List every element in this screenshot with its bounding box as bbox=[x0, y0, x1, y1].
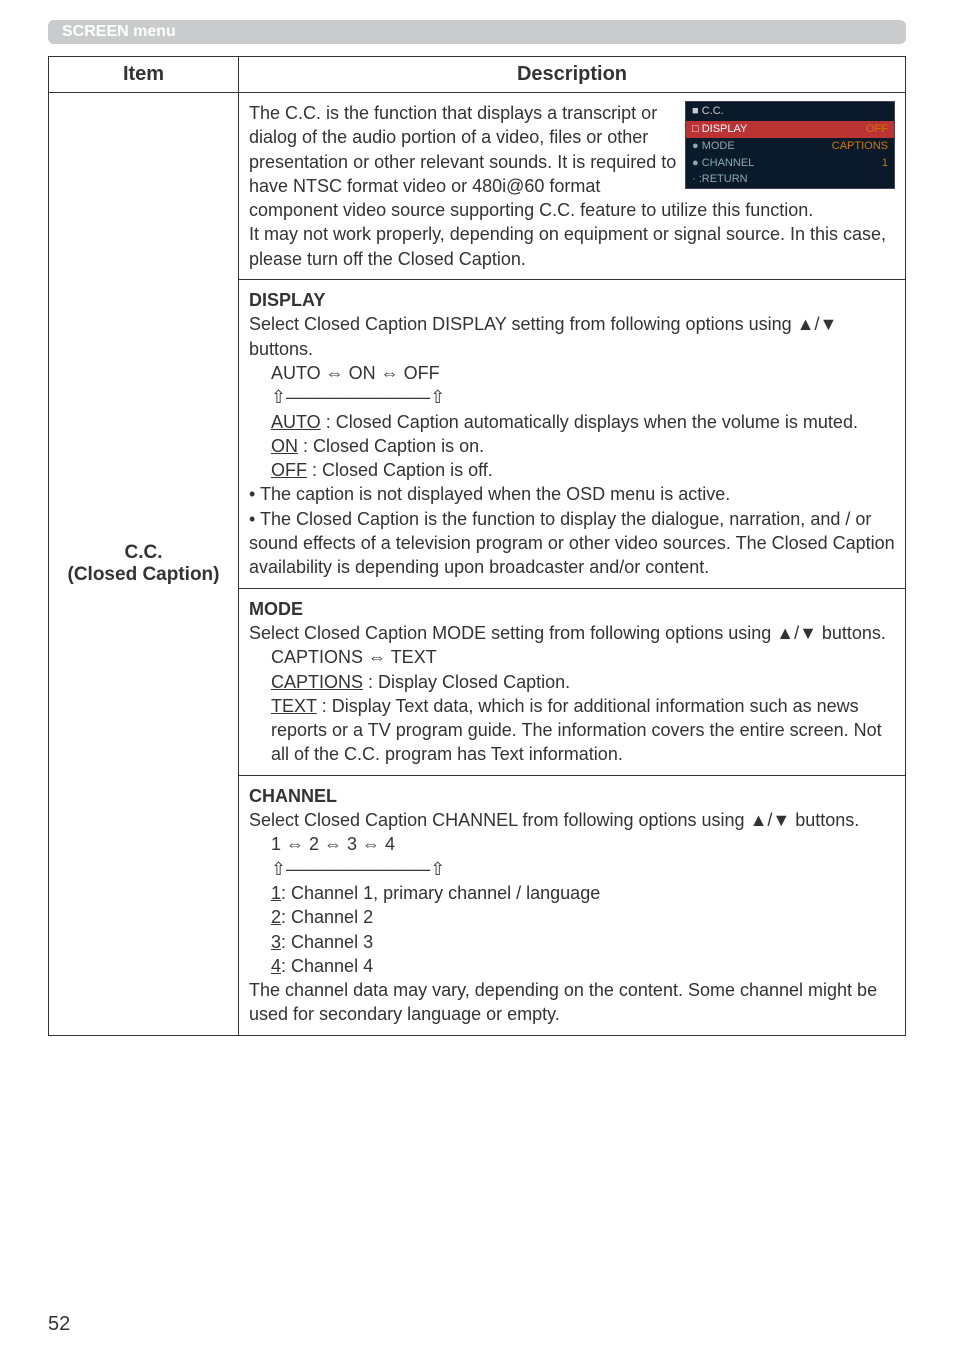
on-text: : Closed Caption is on. bbox=[298, 436, 484, 456]
ch2-label: 2 bbox=[271, 907, 281, 927]
osd-channel-value: 1 bbox=[882, 156, 888, 171]
osd-display-label: □ DISPLAY bbox=[692, 122, 747, 137]
item-cell: C.C. (Closed Caption) bbox=[49, 93, 239, 1036]
auto-label: AUTO bbox=[271, 412, 321, 432]
header-description: Description bbox=[239, 57, 906, 93]
osd-row-return: · :RETURN bbox=[686, 171, 894, 188]
banner-label: SCREEN menu bbox=[62, 23, 176, 40]
osd-channel-label: ● CHANNEL bbox=[692, 156, 754, 171]
display-bullet1: • The caption is not displayed when the … bbox=[249, 482, 895, 506]
item-line2: (Closed Caption) bbox=[49, 564, 238, 586]
display-auto: AUTO : Closed Caption automatically disp… bbox=[249, 410, 895, 434]
intro-p2: It may not work properly, depending on e… bbox=[249, 222, 895, 271]
off-text: : Closed Caption is off. bbox=[307, 460, 493, 480]
captions-text: : Display Closed Caption. bbox=[363, 672, 570, 692]
off-label: OFF bbox=[271, 460, 307, 480]
mode-text: TEXT : Display Text data, which is for a… bbox=[249, 694, 895, 767]
display-head: DISPLAY bbox=[249, 288, 895, 312]
osd-row-mode: ● MODE CAPTIONS bbox=[686, 138, 894, 155]
display-lead: Select Closed Caption DISPLAY setting fr… bbox=[249, 312, 895, 361]
osd-display-value: OFF bbox=[866, 122, 888, 137]
mode-captions: CAPTIONS : Display Closed Caption. bbox=[249, 670, 895, 694]
osd-row-display: □ DISPLAY OFF bbox=[686, 121, 894, 138]
channel-1: 1: Channel 1, primary channel / language bbox=[249, 881, 895, 905]
osd-mode-label: ● MODE bbox=[692, 139, 735, 154]
mode-cell: MODE Select Closed Caption MODE setting … bbox=[239, 588, 906, 775]
ch3-text: : Channel 3 bbox=[281, 932, 373, 952]
ch4-label: 4 bbox=[271, 956, 281, 976]
ch2-text: : Channel 2 bbox=[281, 907, 373, 927]
channel-head: CHANNEL bbox=[249, 784, 895, 808]
osd-row-channel: ● CHANNEL 1 bbox=[686, 155, 894, 172]
osd-return-label: · :RETURN bbox=[692, 172, 748, 187]
section-banner: SCREEN menu bbox=[48, 20, 906, 44]
ch1-text: : Channel 1, primary channel / language bbox=[281, 883, 600, 903]
item-line1: C.C. bbox=[49, 542, 238, 564]
channel-2: 2: Channel 2 bbox=[249, 905, 895, 929]
content-table: Item Description C.C. (Closed Caption) ■… bbox=[48, 56, 906, 1036]
osd-mode-value: CAPTIONS bbox=[832, 139, 888, 154]
text-text: : Display Text data, which is for additi… bbox=[271, 696, 882, 765]
osd-preview: ■ C.C. □ DISPLAY OFF ● MODE CAPTIONS ● C… bbox=[685, 101, 895, 189]
channel-cycle: 1 ⇔ 2 ⇔ 3 ⇔ 4 bbox=[249, 832, 895, 856]
display-bullet2: • The Closed Caption is the function to … bbox=[249, 507, 895, 580]
header-item: Item bbox=[49, 57, 239, 93]
display-cycle: AUTO ⇔ ON ⇔ OFF bbox=[249, 361, 895, 385]
ch4-text: : Channel 4 bbox=[281, 956, 373, 976]
channel-3: 3: Channel 3 bbox=[249, 930, 895, 954]
intro-cell: ■ C.C. □ DISPLAY OFF ● MODE CAPTIONS ● C… bbox=[239, 93, 906, 280]
display-off: OFF : Closed Caption is off. bbox=[249, 458, 895, 482]
channel-arrows: ⇧――――――――⇧ bbox=[249, 857, 895, 881]
channel-cell: CHANNEL Select Closed Caption CHANNEL fr… bbox=[239, 775, 906, 1035]
page-number: 52 bbox=[48, 1313, 70, 1336]
on-label: ON bbox=[271, 436, 298, 456]
ch3-label: 3 bbox=[271, 932, 281, 952]
channel-note: The channel data may vary, depending on … bbox=[249, 978, 895, 1027]
display-arrows: ⇧――――――――⇧ bbox=[249, 385, 895, 409]
captions-label: CAPTIONS bbox=[271, 672, 363, 692]
channel-lead: Select Closed Caption CHANNEL from follo… bbox=[249, 808, 895, 832]
ch1-label: 1 bbox=[271, 883, 281, 903]
channel-4: 4: Channel 4 bbox=[249, 954, 895, 978]
mode-cycle: CAPTIONS ⇔ TEXT bbox=[249, 645, 895, 669]
mode-lead: Select Closed Caption MODE setting from … bbox=[249, 621, 895, 645]
auto-text: : Closed Caption automatically displays … bbox=[321, 412, 858, 432]
osd-title: ■ C.C. bbox=[686, 102, 894, 121]
display-on: ON : Closed Caption is on. bbox=[249, 434, 895, 458]
mode-head: MODE bbox=[249, 597, 895, 621]
text-label: TEXT bbox=[271, 696, 317, 716]
display-cell: DISPLAY Select Closed Caption DISPLAY se… bbox=[239, 280, 906, 589]
